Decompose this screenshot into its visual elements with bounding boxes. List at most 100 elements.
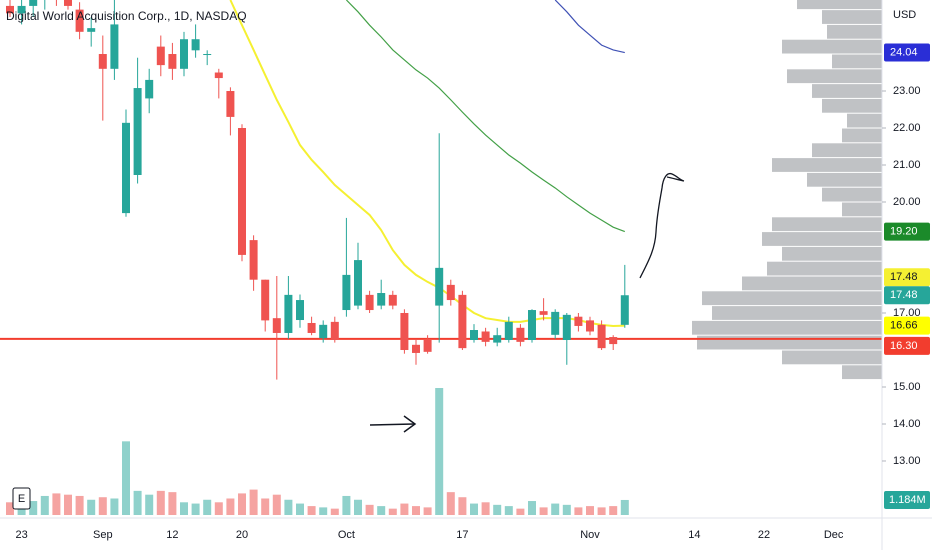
- candle-body: [446, 284, 455, 301]
- volume-bar: [272, 494, 281, 515]
- chart-title: Digital World Acquisition Corp., 1D, NAS…: [6, 9, 247, 23]
- candle-body: [481, 331, 490, 342]
- volume-bar: [470, 503, 478, 515]
- button-box[interactable]: [12, 487, 31, 510]
- x-tick-label: 23: [15, 529, 27, 541]
- price-tag-label: 17.48: [890, 271, 918, 283]
- price-tag-label: 17.48: [890, 289, 918, 301]
- y-tick-label: 21.00: [893, 159, 921, 171]
- candle-body: [191, 39, 200, 51]
- x-tick-label: Sep: [93, 529, 113, 541]
- candle-body: [516, 327, 525, 342]
- volume-bar: [133, 490, 142, 515]
- volume-bar: [609, 506, 618, 515]
- candle-body: [214, 72, 223, 79]
- candle-body: [493, 335, 502, 343]
- hand-squiggle: [639, 172, 685, 279]
- volume-bar: [145, 494, 154, 515]
- candle-body: [586, 320, 594, 332]
- y-tick-label: 13.00: [893, 455, 921, 467]
- volume-profile-bar: [842, 365, 882, 380]
- volume-bar: [446, 492, 455, 515]
- candle-body: [249, 240, 258, 280]
- candle-body: [435, 267, 444, 306]
- volume-bar: [75, 495, 84, 515]
- volume-bar: [400, 503, 409, 515]
- volume-bar: [574, 507, 583, 515]
- volume-bar: [110, 498, 119, 515]
- volume-profile-bar: [822, 187, 882, 202]
- price-tag-label: 19.20: [890, 226, 918, 238]
- volume-profile-bar: [812, 84, 882, 98]
- volume-bar: [388, 508, 397, 515]
- volume-bar: [40, 495, 49, 515]
- volume-profile-bar: [767, 261, 882, 276]
- candle-body: [17, 5, 26, 14]
- volume-bar: [586, 506, 594, 515]
- volume-profile-bar: [797, 0, 882, 10]
- y-tick-label: 23.00: [893, 85, 921, 97]
- x-tick-label: 22: [758, 529, 770, 541]
- candle-body: [6, 5, 14, 14]
- volume-profile-bar: [782, 350, 882, 365]
- y-tick-label: 20.00: [893, 196, 921, 208]
- candle-body: [238, 128, 246, 255]
- candle-body: [261, 279, 270, 321]
- volume-bar: [365, 504, 374, 515]
- price-tag-label: 16.66: [890, 319, 918, 331]
- candle-body: [365, 294, 374, 311]
- arrow-head: [403, 415, 417, 433]
- price-tag: [884, 316, 930, 335]
- candle-body: [620, 295, 629, 325]
- volume-bar: [191, 503, 200, 515]
- y-tick-label: 14.00: [893, 418, 921, 430]
- hand-arrow: [369, 415, 417, 433]
- volume-profile-bar: [762, 232, 882, 246]
- volume-bar: [528, 501, 536, 515]
- candle-body: [562, 314, 571, 341]
- volume-bar: [342, 495, 351, 515]
- candle-body: [307, 322, 316, 333]
- volume-bar: [29, 501, 38, 515]
- volume-profile-bar: [742, 276, 882, 291]
- volume-profile-bar: [702, 291, 882, 306]
- volume-profile-bar: [832, 54, 882, 69]
- moving-average-line: [345, 0, 626, 233]
- y-tick-label: 22.00: [893, 122, 921, 134]
- button-label[interactable]: E: [18, 493, 25, 505]
- x-tick-label: 12: [166, 529, 178, 541]
- volume-tag: [884, 490, 930, 509]
- volume-bar: [551, 503, 560, 515]
- candle-body: [168, 54, 177, 69]
- volume-profile-bar: [692, 320, 882, 335]
- volume-bar: [87, 499, 96, 515]
- candle-body: [64, 0, 72, 6]
- volume-bar: [458, 497, 467, 515]
- price-tag: [884, 336, 930, 355]
- volume-profile-bar: [842, 128, 882, 143]
- volume-bar: [98, 497, 107, 515]
- volume-bar: [284, 499, 293, 515]
- candle-body: [87, 28, 96, 32]
- volume-profile-bar: [712, 306, 882, 320]
- candle-body: [330, 321, 339, 341]
- volume-bar: [238, 493, 246, 515]
- volume-tag-label: 1.184M: [889, 494, 926, 506]
- volume-profile-bar: [822, 98, 882, 113]
- candle-body: [423, 340, 432, 352]
- mode-button[interactable]: E: [12, 487, 31, 510]
- candle-body: [296, 300, 304, 321]
- candle-body: [272, 318, 281, 333]
- volume-bar: [64, 494, 72, 515]
- volume-bar: [6, 502, 14, 515]
- volume-bar: [180, 502, 188, 515]
- candle-body: [412, 344, 420, 353]
- volume-profile-bar: [822, 10, 882, 24]
- x-tick-label: Dec: [824, 529, 844, 541]
- price-tag: [884, 268, 930, 287]
- volume-bar: [539, 507, 548, 515]
- x-tick-label: 14: [688, 529, 700, 541]
- volume-bar: [226, 498, 235, 515]
- volume-bar: [203, 499, 212, 515]
- volume-bar: [412, 506, 420, 515]
